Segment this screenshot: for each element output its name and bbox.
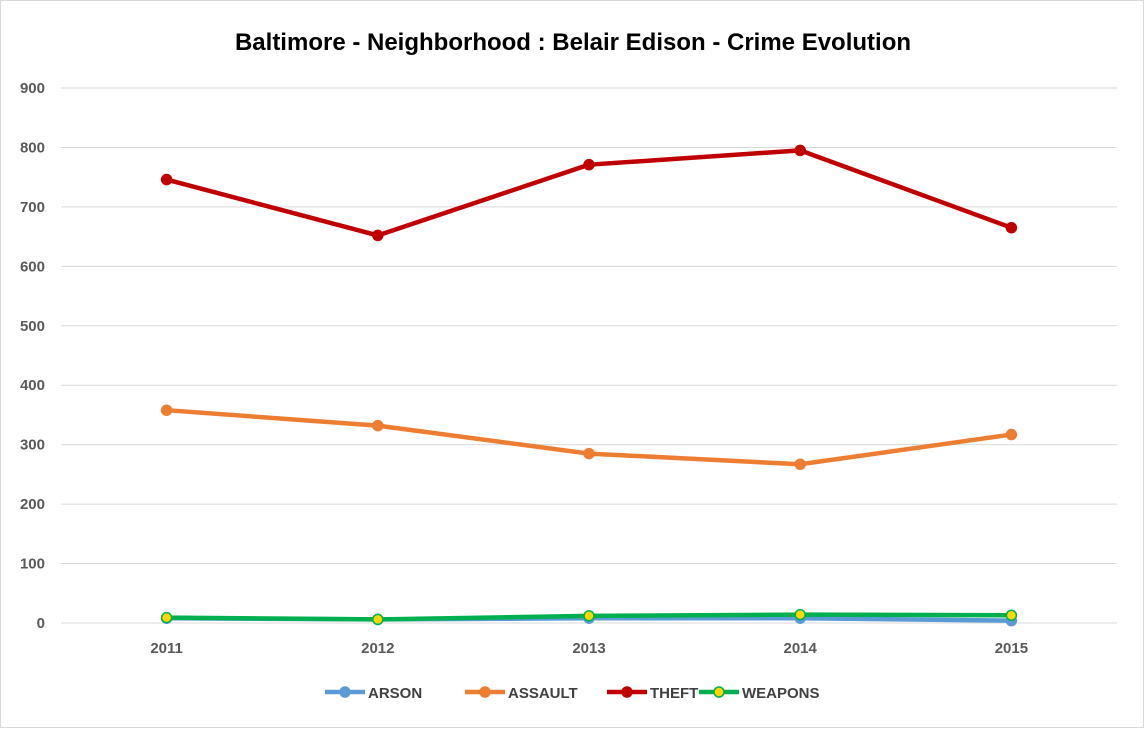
legend-item: WEAPONS bbox=[699, 685, 820, 702]
data-point bbox=[372, 229, 384, 242]
legend-marker bbox=[713, 686, 725, 698]
legend-marker bbox=[339, 686, 351, 698]
legend: ARSON ASSAULT THEFT WEAPONS bbox=[325, 685, 820, 702]
legend-label: ASSAULT bbox=[508, 685, 578, 702]
gridlines bbox=[61, 87, 1117, 624]
y-tick-label: 200 bbox=[20, 496, 45, 513]
y-tick-label: 100 bbox=[20, 556, 45, 573]
legend-item: ARSON bbox=[325, 685, 422, 702]
y-tick-label: 400 bbox=[20, 377, 45, 394]
series-weapons bbox=[160, 608, 1018, 626]
legend-label: THEFT bbox=[650, 685, 698, 702]
data-point bbox=[1005, 221, 1018, 234]
data-point bbox=[160, 173, 173, 186]
legend-item: THEFT bbox=[607, 685, 698, 702]
data-point bbox=[794, 144, 806, 157]
series-theft bbox=[160, 144, 1018, 242]
x-tick-label: 2015 bbox=[995, 640, 1028, 657]
y-tick-label: 900 bbox=[20, 80, 45, 97]
legend-item: ASSAULT bbox=[465, 685, 578, 702]
data-point bbox=[583, 610, 595, 622]
data-point bbox=[794, 458, 806, 471]
chart-title: Baltimore - Neighborhood : Belair Edison… bbox=[235, 29, 911, 56]
data-point bbox=[794, 608, 806, 621]
legend-marker bbox=[479, 686, 491, 698]
legend-label: ARSON bbox=[368, 685, 422, 702]
y-axis: 0 100 200 300 400 500 600 700 800 900 bbox=[20, 80, 45, 632]
y-tick-label: 800 bbox=[20, 139, 45, 156]
data-point bbox=[160, 404, 173, 416]
y-tick-label: 300 bbox=[20, 437, 45, 454]
x-tick-label: 2012 bbox=[361, 640, 394, 657]
y-tick-label: 700 bbox=[20, 199, 45, 216]
series-assault bbox=[160, 404, 1018, 471]
legend-marker bbox=[621, 686, 633, 698]
data-point bbox=[372, 419, 384, 432]
data-point bbox=[372, 613, 384, 626]
y-tick-label: 0 bbox=[37, 615, 45, 632]
y-tick-label: 600 bbox=[20, 258, 45, 275]
data-point bbox=[160, 611, 173, 624]
x-axis: 2011 2012 2013 2014 2015 bbox=[150, 640, 1028, 657]
data-point bbox=[583, 447, 595, 460]
data-point bbox=[1005, 609, 1018, 622]
x-tick-label: 2013 bbox=[572, 640, 605, 657]
y-tick-label: 500 bbox=[20, 318, 45, 335]
legend-label: WEAPONS bbox=[742, 685, 820, 702]
data-point bbox=[1005, 428, 1018, 441]
data-point bbox=[583, 158, 595, 171]
x-tick-label: 2014 bbox=[784, 640, 818, 657]
series-group bbox=[160, 144, 1018, 627]
x-tick-label: 2011 bbox=[150, 640, 183, 657]
